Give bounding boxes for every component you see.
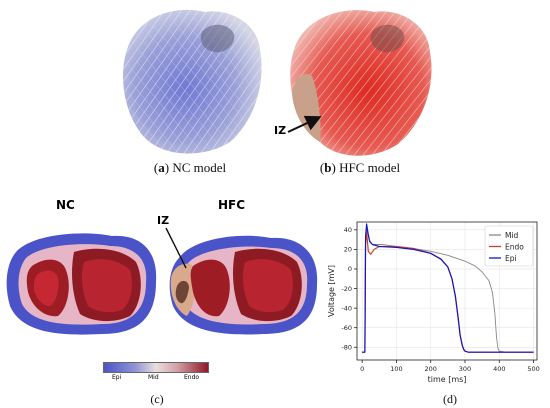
colorbar-label-endo: Endo <box>184 374 200 381</box>
y-tick-label: -20 <box>341 285 352 293</box>
nc-cross-section-title: NC <box>56 198 75 212</box>
iz-arrow-b <box>287 115 322 133</box>
colorbar-label-epi: Epi <box>112 374 122 381</box>
x-tick-label: 100 <box>390 365 402 373</box>
x-tick-label: 0 <box>360 365 364 373</box>
caption-c: (c) <box>150 392 164 406</box>
x-axis-label: time [ms] <box>428 375 467 384</box>
hfc-heart-model-image <box>290 10 432 156</box>
iz-label-c: IZ <box>157 214 170 227</box>
y-axis-label: Voltage [mV] <box>327 265 336 317</box>
caption-d: (d) <box>443 392 457 406</box>
caption-b: (b) HFC model <box>319 160 401 175</box>
legend-label-endo: Endo <box>505 242 524 251</box>
legend-label-mid: Mid <box>505 231 519 240</box>
y-tick-label: -60 <box>341 324 352 332</box>
legend-box <box>484 225 534 267</box>
colorbar <box>103 362 209 373</box>
nc-heart-model-image <box>122 9 262 154</box>
x-tick-label: 300 <box>459 365 471 373</box>
y-tick-label: -40 <box>341 304 352 312</box>
y-tick-label: 40 <box>344 226 352 234</box>
x-tick-label: 400 <box>493 365 505 373</box>
iz-pointer-c <box>165 227 187 269</box>
colorbar-label-mid: Mid <box>148 374 159 381</box>
series-line-epi <box>362 223 534 353</box>
x-tick-label: 500 <box>527 365 539 373</box>
legend-label-epi: Epi <box>505 254 517 263</box>
action-potential-chart: 0 100 200 300 400 500 -80 -60 -40 -20 0 20 40 time [m… <box>327 221 540 384</box>
y-tick-label: 20 <box>344 246 352 254</box>
x-tick-label: 200 <box>425 365 437 373</box>
nc-cross-section-image <box>6 233 157 335</box>
caption-a: (a) NC model <box>153 160 227 175</box>
iz-label-b: IZ <box>274 124 287 137</box>
y-tick-label: 0 <box>348 265 352 273</box>
y-tick-label: -80 <box>341 343 352 351</box>
hfc-cross-section-title: HFC <box>218 198 246 212</box>
hfc-cross-section-image <box>169 235 318 335</box>
plot-frame <box>356 221 538 361</box>
